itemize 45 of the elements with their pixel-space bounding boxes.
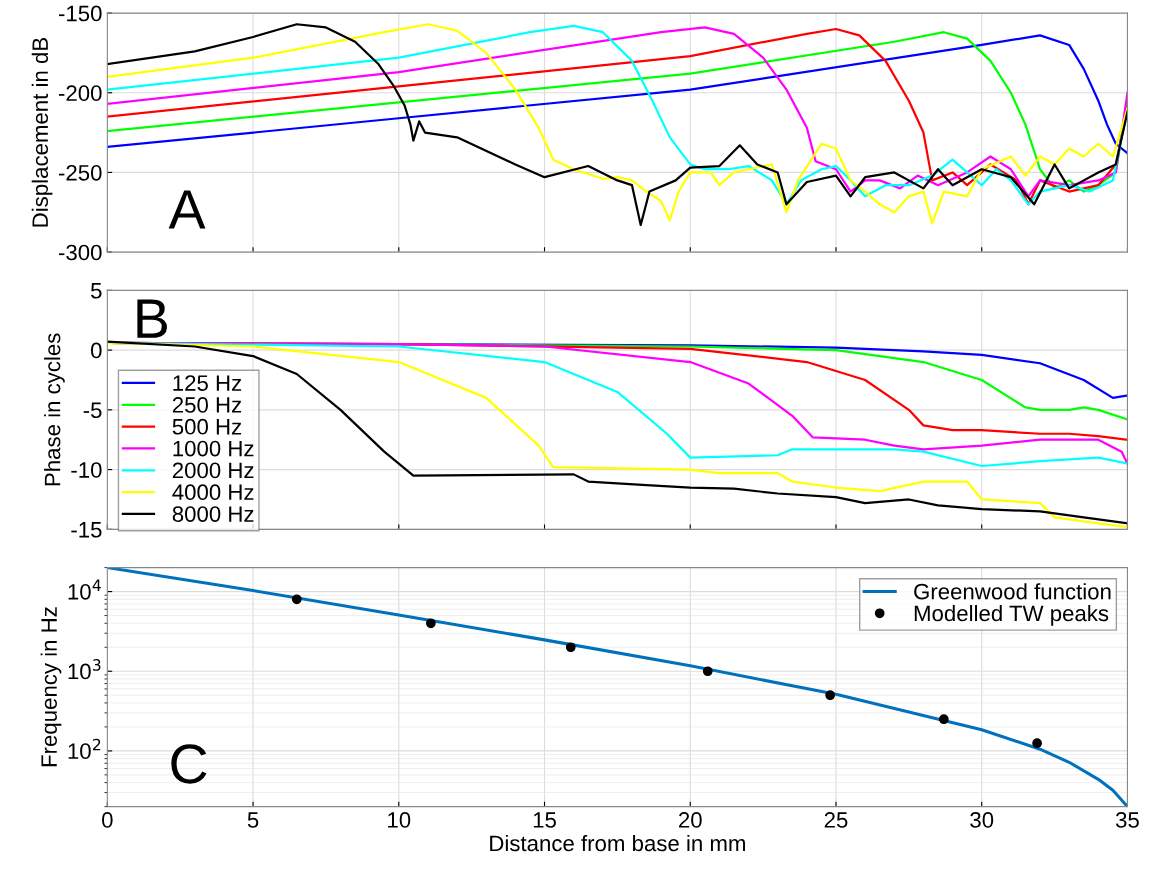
y-tick-label: -15 bbox=[71, 522, 102, 538]
point bbox=[702, 666, 713, 677]
point bbox=[565, 642, 576, 653]
x-tick-label: 0 bbox=[102, 812, 113, 828]
legend-label: 4000 Hz bbox=[172, 484, 254, 501]
annotation: B bbox=[137, 299, 167, 338]
y-tick-label: -200 bbox=[58, 85, 102, 102]
y-tick-label: -150 bbox=[58, 5, 102, 22]
y-axis-title: Displacement in dB bbox=[31, 38, 53, 227]
legend-label: 1000 Hz bbox=[173, 440, 254, 457]
legend-label: 125 Hz bbox=[173, 375, 242, 391]
y-axis-title: Phase in cycles bbox=[44, 333, 65, 486]
legend-label: Greenwood function bbox=[914, 583, 1111, 600]
x-tick-label: 35 bbox=[1115, 812, 1139, 828]
point bbox=[1032, 738, 1042, 749]
point bbox=[425, 618, 436, 629]
x-tick-label: 20 bbox=[679, 812, 702, 828]
line-series bbox=[107, 34, 1128, 155]
point bbox=[938, 714, 949, 725]
x-tick-label: 5 bbox=[247, 812, 259, 828]
x-tick-label: 10 bbox=[388, 812, 411, 828]
legend-label: 500 Hz bbox=[172, 418, 242, 435]
y-tick-label: 10$^{4}$ bbox=[68, 579, 101, 600]
point bbox=[291, 594, 302, 605]
annotation: A bbox=[168, 190, 206, 229]
annotation: C bbox=[171, 744, 207, 784]
legend-label: 250 Hz bbox=[172, 397, 242, 413]
legend-label: 8000 Hz bbox=[172, 506, 254, 522]
legend-label: 2000 Hz bbox=[172, 462, 254, 479]
y-tick-label: 5 bbox=[90, 283, 102, 299]
x-tick-label: 25 bbox=[824, 812, 848, 828]
y-tick-label: -250 bbox=[58, 164, 102, 181]
point bbox=[825, 690, 836, 701]
y-tick-label: -5 bbox=[83, 402, 102, 419]
y-tick-label: -300 bbox=[58, 244, 102, 261]
y-tick-label: 0 bbox=[90, 342, 102, 359]
x-axis-title: Distance from base in mm bbox=[490, 834, 745, 852]
line-series bbox=[107, 567, 1128, 807]
x-tick-label: 15 bbox=[533, 812, 556, 828]
x-tick-label: 30 bbox=[970, 812, 994, 828]
y-tick-label: 10$^{2}$ bbox=[68, 738, 101, 760]
y-tick-label: 10$^{3}$ bbox=[68, 659, 101, 680]
y-tick-label: -10 bbox=[71, 462, 102, 478]
legend-label: Modelled TW peaks bbox=[914, 604, 1109, 626]
y-axis-title: Frequency in Hz bbox=[40, 607, 62, 767]
